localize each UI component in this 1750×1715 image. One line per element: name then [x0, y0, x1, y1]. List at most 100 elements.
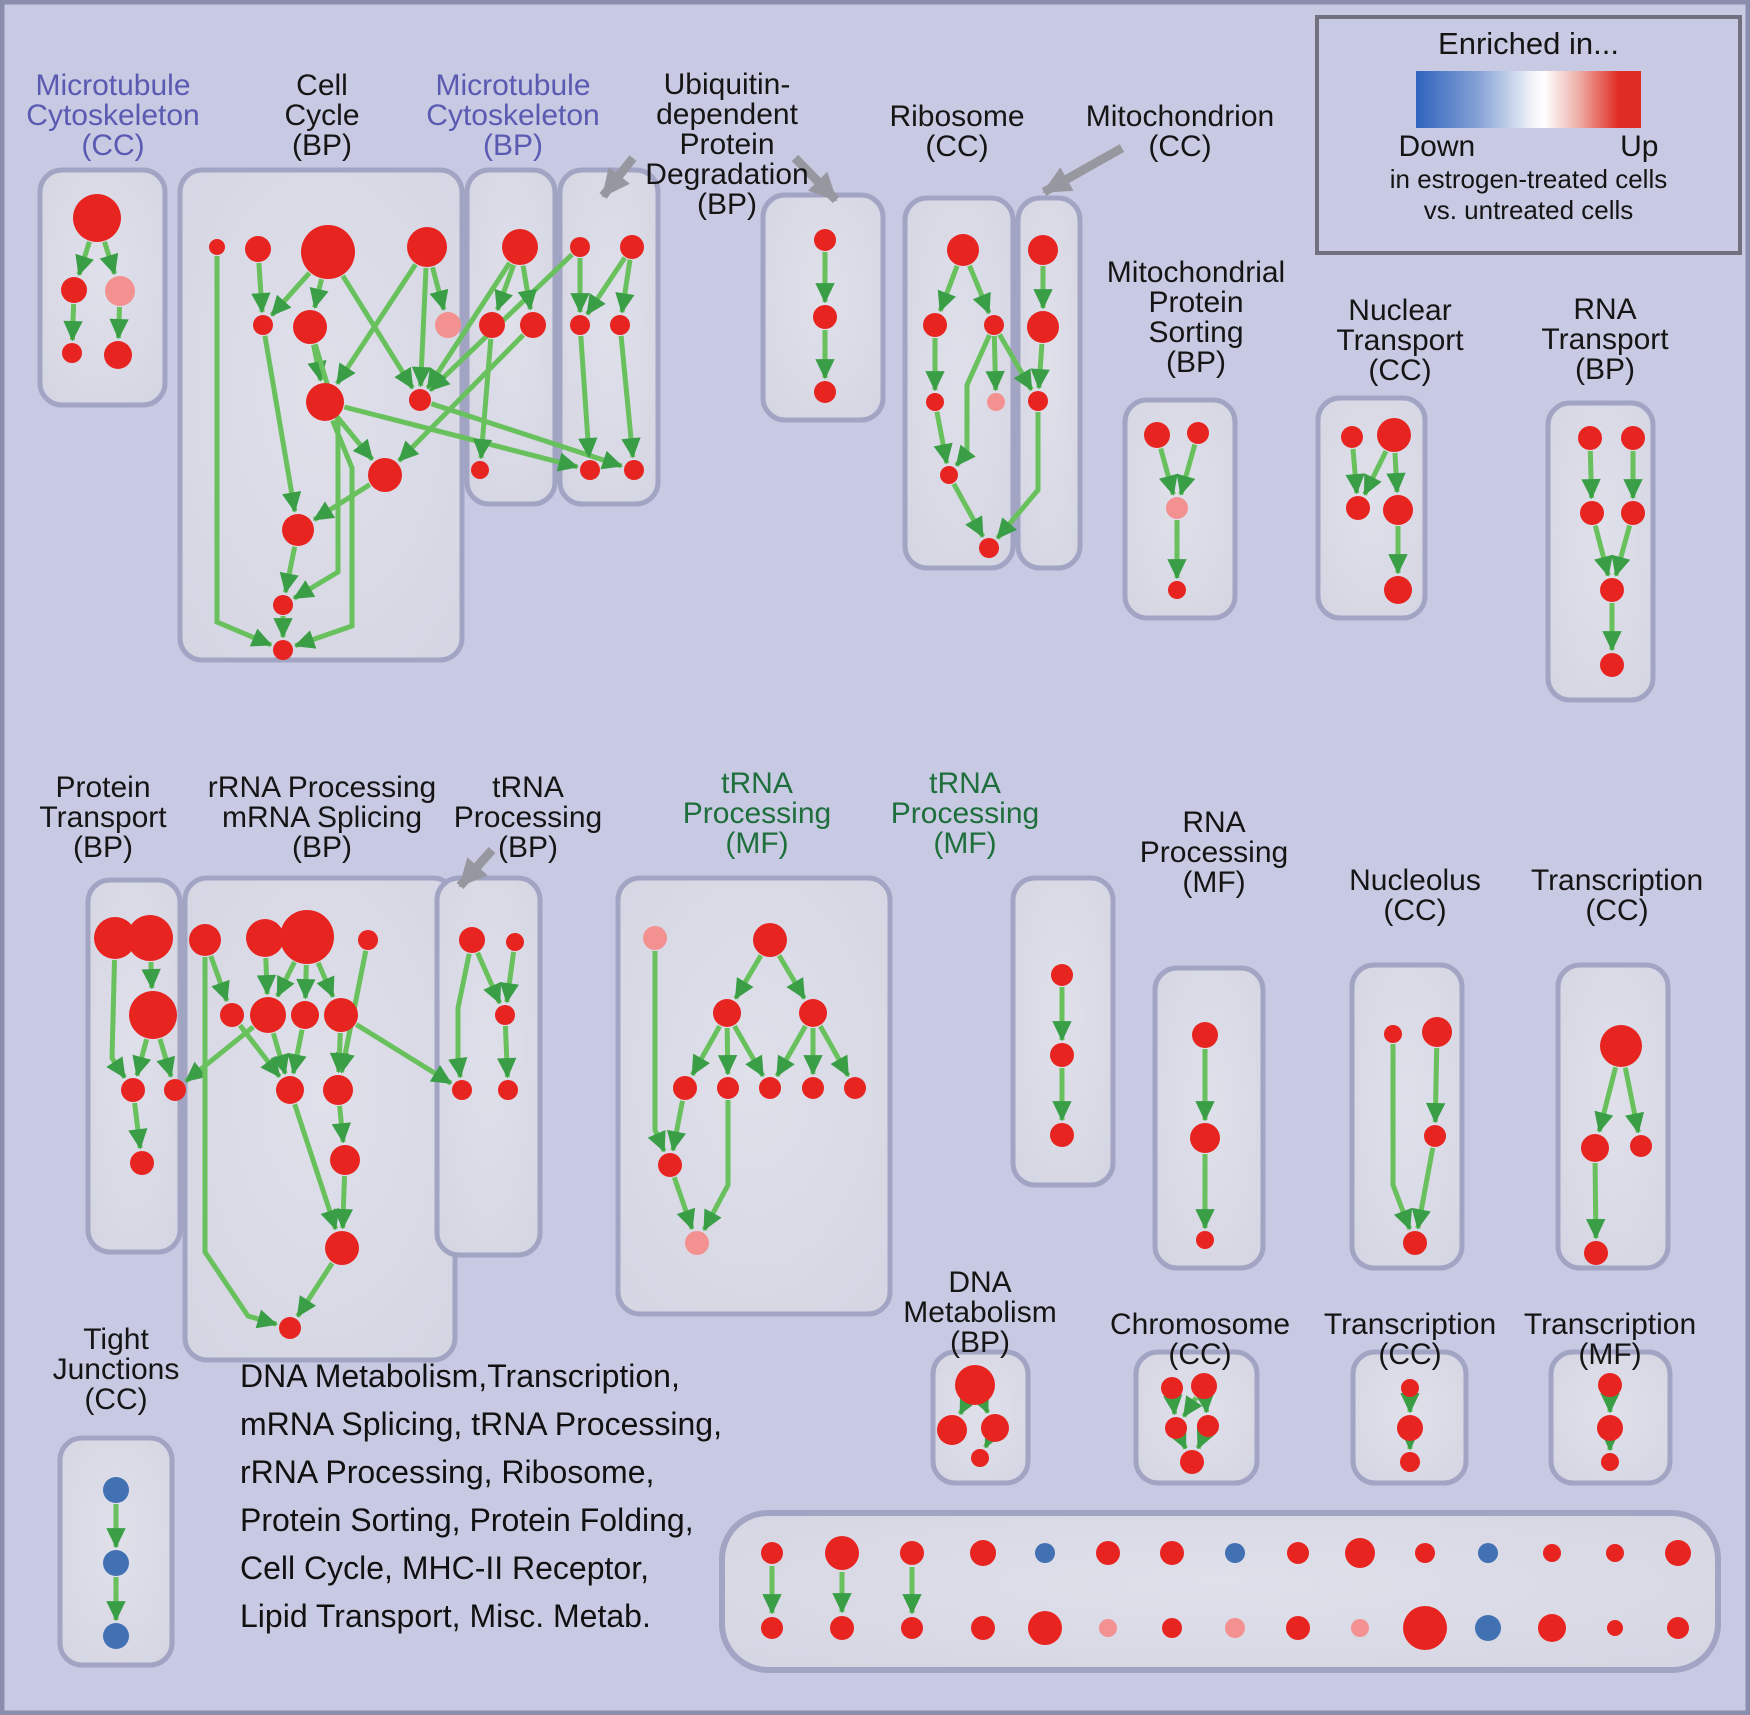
- go-term-node: [324, 998, 358, 1032]
- cluster-label-line: Protein: [55, 771, 151, 804]
- cluster-label-line: RNA: [1573, 293, 1637, 326]
- go-term-node: [1578, 426, 1602, 450]
- cluster-label-line: Nuclear: [1348, 294, 1452, 327]
- go-term-node: [624, 460, 644, 480]
- go-term-node: [937, 1415, 967, 1445]
- cluster-label-line: dependent: [656, 98, 798, 131]
- matrix-node-bottom: [1538, 1614, 1566, 1642]
- cluster-label-line: tRNA: [929, 767, 1001, 800]
- go-term-node: [643, 926, 667, 950]
- legend-title: Enriched in...: [1438, 26, 1619, 61]
- go-term-node: [685, 1231, 709, 1255]
- go-term-node: [1384, 576, 1412, 604]
- go-term-node: [435, 312, 461, 338]
- hierarchy-edge: [262, 335, 302, 513]
- hierarchy-edge: [1622, 1067, 1645, 1134]
- go-term-node: [407, 227, 447, 267]
- cluster-label-line: (CC): [1368, 354, 1432, 387]
- go-term-node: [813, 305, 837, 329]
- cluster-label-line: Transport: [1336, 324, 1464, 357]
- go-term-node: [717, 1077, 739, 1099]
- hierarchy-edge: [517, 265, 537, 311]
- matrix-node-top: [1606, 1544, 1624, 1562]
- go-term-node: [129, 991, 177, 1039]
- hierarchy-edge: [292, 1103, 339, 1231]
- cluster-box: [1152, 965, 1266, 1271]
- cluster-label-line: (BP): [483, 129, 543, 162]
- cluster-label: tRNA Processing (MF): [682, 762, 832, 860]
- go-term-node: [1384, 1025, 1402, 1043]
- go-term-node: [1196, 1231, 1214, 1249]
- matrix-node-top: [1160, 1541, 1184, 1565]
- hierarchy-edge: [292, 343, 341, 601]
- cluster-label-line: Transcription: [1530, 864, 1704, 897]
- matrix-node-top: [900, 1541, 924, 1565]
- hierarchy-edge: [132, 1038, 152, 1077]
- cluster-label-line: Transcription: [1323, 1308, 1497, 1341]
- hierarchy-edge: [585, 256, 627, 316]
- hierarchy-edge: [354, 1022, 453, 1086]
- go-term-node: [520, 312, 546, 338]
- merged-categories-note: DNA Metabolism,Transcription, mRNA Splici…: [240, 1352, 722, 1640]
- go-term-node: [1197, 1415, 1219, 1437]
- hierarchy-edge: [985, 335, 1005, 392]
- go-term-node: [947, 234, 979, 266]
- hierarchy-edge: [295, 1261, 335, 1318]
- cluster-label-line: (BP): [498, 831, 558, 864]
- hierarchy-edge: [109, 306, 129, 340]
- cluster-label-line: mRNA Splicing: [221, 801, 423, 834]
- go-term-node: [1597, 1415, 1623, 1441]
- go-term-node: [282, 514, 314, 546]
- cluster-label: Nucleolus (CC): [1349, 858, 1481, 927]
- hierarchy-edge: [967, 264, 992, 315]
- go-term-node: [955, 1365, 995, 1405]
- cluster-label: Nuclear Transport (CC): [1336, 288, 1464, 387]
- hierarchy-edge: [954, 333, 992, 468]
- go-term-node: [452, 1080, 472, 1100]
- hierarchy-edge: [618, 335, 641, 459]
- go-term-node: [1187, 422, 1209, 444]
- cluster-label-line: Transport: [39, 801, 167, 834]
- go-term-node: [1028, 235, 1058, 265]
- cluster-label: tRNA Processing (MF): [891, 762, 1039, 860]
- hierarchy-edge: [343, 404, 579, 472]
- cluster-label-line: Mitochondrion: [1085, 100, 1275, 133]
- legend-subtitle-line2: vs. untreated cells: [1423, 195, 1634, 225]
- matrix-node-bottom: [901, 1617, 923, 1639]
- go-term-node: [673, 1076, 697, 1100]
- hierarchy-edge: [1581, 450, 1601, 500]
- hierarchy-edge: [983, 1426, 1003, 1449]
- hierarchy-edge: [1425, 1047, 1446, 1124]
- go-term-node: [1397, 1415, 1423, 1441]
- cluster-label-line: Processing: [682, 797, 832, 830]
- matrix-node-top: [1478, 1543, 1498, 1563]
- cluster-label-line: (BP): [696, 188, 757, 221]
- go-term-node: [105, 276, 135, 306]
- hierarchy-edge: [214, 256, 273, 648]
- go-term-node: [506, 933, 524, 951]
- cluster-label-line: Cell: [296, 69, 348, 102]
- hierarchy-edge: [315, 961, 336, 998]
- hierarchy-edge: [1195, 1427, 1215, 1450]
- cluster-label: rRNA Processing mRNA Splicing (BP): [208, 765, 436, 864]
- hierarchy-edge: [287, 1029, 307, 1075]
- hierarchy-edge: [1176, 443, 1198, 496]
- go-term-node: [62, 343, 82, 363]
- go-term-node: [323, 1075, 353, 1105]
- go-term-node: [658, 1153, 682, 1177]
- label-pointer-arrow: [456, 847, 496, 889]
- hierarchy-edge: [1030, 343, 1050, 390]
- cluster-label-line: Processing: [453, 801, 603, 834]
- go-term-node: [844, 1077, 866, 1099]
- matrix-node-top: [1543, 1544, 1561, 1562]
- go-term-node: [73, 194, 121, 242]
- cluster-label-line: (MF): [725, 827, 789, 860]
- hierarchy-edge: [997, 333, 1034, 391]
- go-term-node: [570, 315, 590, 335]
- hierarchy-edge: [666, 1100, 687, 1152]
- cluster-box: [902, 195, 1016, 571]
- matrix-node-bottom: [1028, 1611, 1062, 1645]
- cluster-label: Ribosome (CC): [889, 96, 1024, 163]
- hierarchy-edge: [397, 333, 525, 463]
